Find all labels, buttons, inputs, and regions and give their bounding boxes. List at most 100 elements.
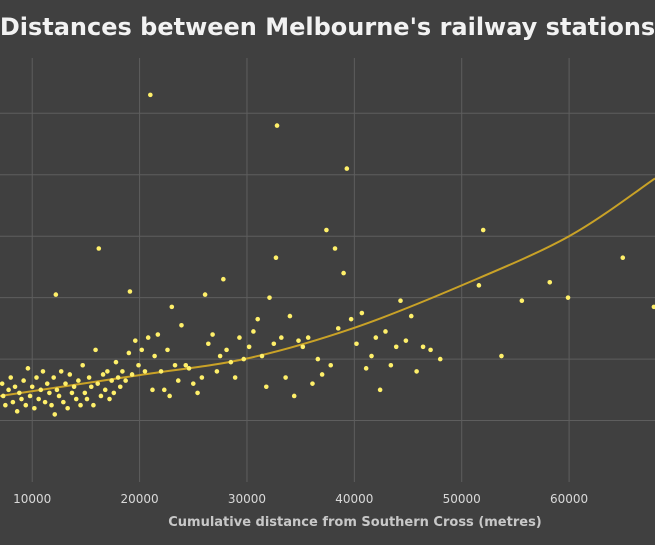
data-point-35 xyxy=(71,384,77,390)
data-point-49 xyxy=(100,372,106,377)
data-point-39 xyxy=(80,362,85,368)
data-point-46 xyxy=(95,381,101,386)
data-point-45 xyxy=(93,347,98,353)
data-point-74 xyxy=(165,347,170,353)
trendline xyxy=(0,177,655,397)
data-point-109 xyxy=(296,338,301,343)
data-point-99 xyxy=(259,353,265,359)
data-point-13 xyxy=(27,393,33,399)
data-point-17 xyxy=(36,396,41,402)
data-point-122 xyxy=(354,341,359,347)
data-point-77 xyxy=(172,362,178,368)
data-point-94 xyxy=(237,335,242,340)
data-point-116 xyxy=(328,362,334,368)
data-point-129 xyxy=(388,362,394,368)
data-point-6 xyxy=(12,384,18,390)
data-point-142 xyxy=(547,279,553,285)
data-point-14 xyxy=(29,384,35,390)
data-point-2 xyxy=(3,402,8,408)
data-point-102 xyxy=(271,341,277,347)
data-point-33 xyxy=(67,372,73,377)
data-point-56 xyxy=(115,375,121,380)
data-point-42 xyxy=(86,375,92,380)
data-point-24 xyxy=(51,375,56,380)
data-point-103 xyxy=(273,255,279,261)
data-point-83 xyxy=(195,390,200,396)
data-point-51 xyxy=(105,369,110,374)
data-point-72 xyxy=(158,369,164,374)
data-point-143 xyxy=(565,295,571,300)
data-point-137 xyxy=(437,356,443,362)
data-point-113 xyxy=(315,356,321,362)
data-point-43 xyxy=(88,384,94,390)
data-point-0 xyxy=(0,381,5,386)
data-point-76 xyxy=(169,304,175,310)
data-point-53 xyxy=(109,378,114,383)
data-point-145 xyxy=(651,304,655,310)
data-point-89 xyxy=(217,353,223,359)
data-point-31 xyxy=(63,381,68,386)
data-point-28 xyxy=(56,393,62,399)
data-point-4 xyxy=(8,375,14,380)
data-point-10 xyxy=(21,378,26,383)
data-point-115 xyxy=(324,227,329,233)
data-point-105 xyxy=(279,335,284,340)
data-point-118 xyxy=(335,326,341,331)
data-point-104 xyxy=(274,123,280,128)
data-point-119 xyxy=(341,270,346,276)
data-point-96 xyxy=(246,344,252,350)
data-point-85 xyxy=(202,292,208,297)
data-points xyxy=(0,92,655,417)
data-point-123 xyxy=(359,310,365,316)
data-point-82 xyxy=(190,381,196,386)
data-point-108 xyxy=(291,393,297,399)
data-point-8 xyxy=(17,390,22,396)
data-point-107 xyxy=(287,313,293,319)
data-point-25 xyxy=(52,412,58,417)
x-tick-label-1: 20000 xyxy=(120,492,158,506)
data-point-95 xyxy=(241,356,247,362)
data-point-27 xyxy=(54,387,60,393)
data-point-110 xyxy=(300,344,306,350)
x-axis-label: Cumulative distance from Southern Cross … xyxy=(168,515,542,530)
data-point-63 xyxy=(132,338,138,343)
data-point-124 xyxy=(363,366,369,371)
data-point-16 xyxy=(34,375,39,380)
data-point-121 xyxy=(348,316,354,322)
data-point-80 xyxy=(183,362,189,368)
x-axis-ticks: 10000 20000 30000 40000 50000 60000 xyxy=(13,492,588,506)
data-point-128 xyxy=(383,329,388,334)
data-point-73 xyxy=(161,387,167,393)
data-point-125 xyxy=(369,353,374,359)
data-point-75 xyxy=(167,393,172,399)
data-point-36 xyxy=(73,396,79,402)
data-point-139 xyxy=(480,227,486,233)
data-point-133 xyxy=(408,313,414,319)
data-point-57 xyxy=(117,384,123,390)
data-point-26 xyxy=(53,292,59,297)
x-tick-label-5: 60000 xyxy=(550,492,588,506)
data-point-112 xyxy=(310,381,315,386)
data-point-38 xyxy=(78,402,83,408)
data-point-136 xyxy=(428,347,433,353)
data-point-138 xyxy=(476,283,482,288)
data-point-134 xyxy=(414,369,419,374)
data-point-32 xyxy=(65,405,70,411)
data-point-15 xyxy=(32,405,37,411)
data-point-29 xyxy=(58,369,64,374)
data-point-100 xyxy=(263,384,269,390)
data-point-70 xyxy=(152,353,157,359)
data-point-20 xyxy=(42,399,48,405)
data-point-44 xyxy=(91,402,96,408)
data-point-52 xyxy=(107,396,112,402)
data-point-19 xyxy=(40,369,46,374)
trendline-layer xyxy=(0,177,655,397)
data-point-131 xyxy=(398,298,403,304)
data-point-58 xyxy=(120,369,125,374)
data-point-34 xyxy=(69,390,75,396)
data-point-37 xyxy=(76,378,81,383)
x-tick-label-0: 10000 xyxy=(13,492,51,506)
data-point-11 xyxy=(23,402,29,408)
data-point-81 xyxy=(186,366,192,371)
